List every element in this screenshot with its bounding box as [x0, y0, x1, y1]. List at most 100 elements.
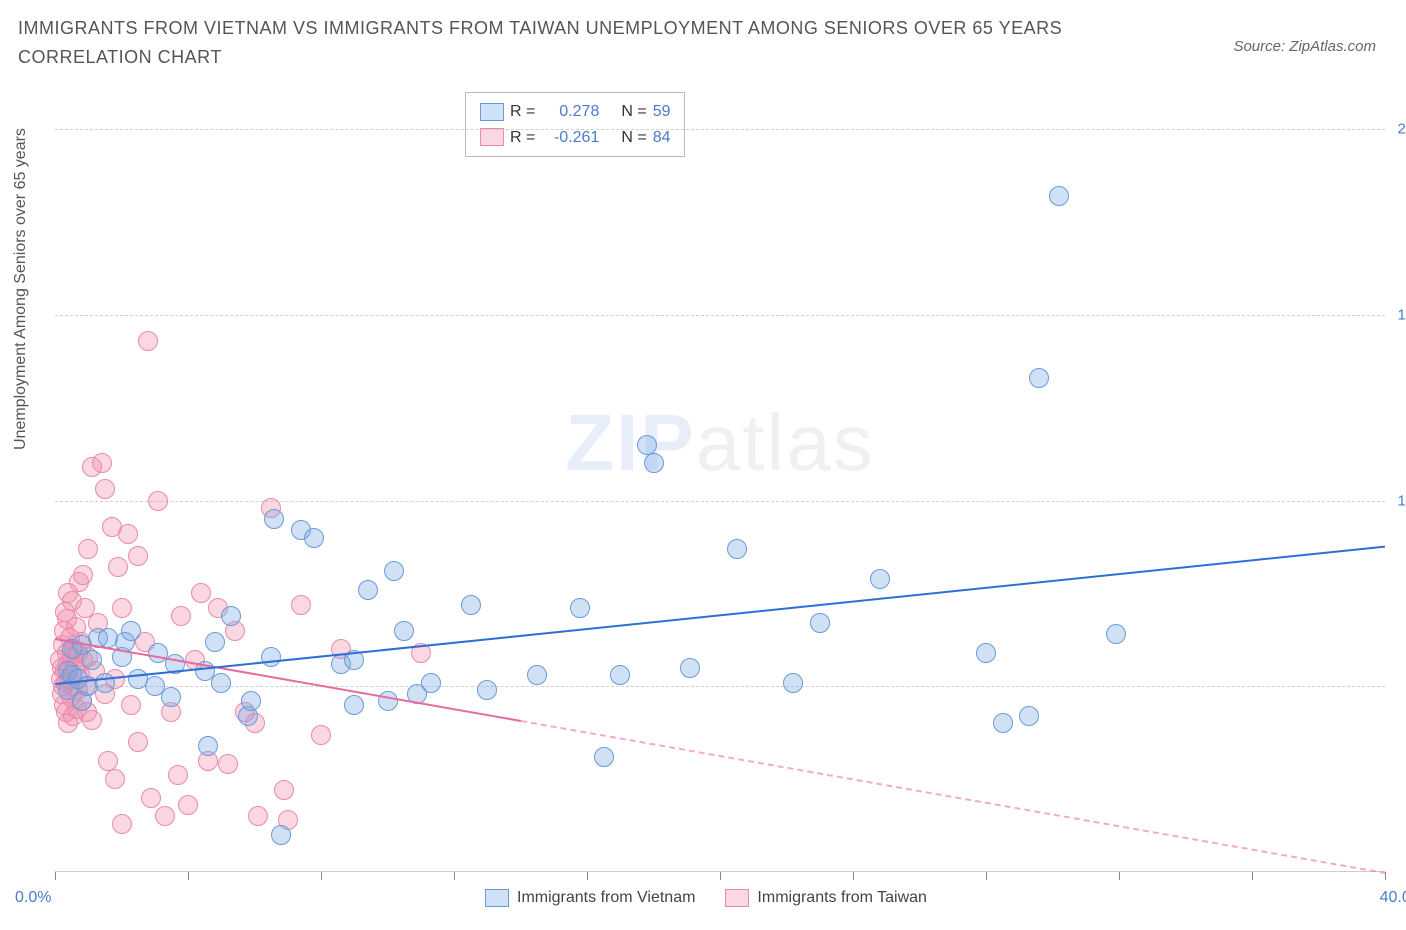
- swatch-vietnam: [485, 889, 509, 907]
- grid-line: [55, 686, 1385, 687]
- data-point-vietnam: [221, 606, 241, 626]
- data-point-taiwan: [118, 524, 138, 544]
- x-tick: [853, 872, 854, 880]
- r-label: R =: [510, 99, 535, 125]
- data-point-vietnam: [161, 687, 181, 707]
- data-point-vietnam: [727, 539, 747, 559]
- data-point-vietnam: [1019, 706, 1039, 726]
- x-tick: [454, 872, 455, 880]
- data-point-vietnam: [1029, 368, 1049, 388]
- data-point-vietnam: [264, 509, 284, 529]
- data-point-taiwan: [128, 546, 148, 566]
- data-point-taiwan: [105, 769, 125, 789]
- data-point-vietnam: [870, 569, 890, 589]
- grid-line: [55, 315, 1385, 316]
- data-point-vietnam: [1049, 186, 1069, 206]
- swatch-vietnam: [480, 103, 504, 121]
- data-point-taiwan: [248, 806, 268, 826]
- data-point-vietnam: [271, 825, 291, 845]
- data-point-vietnam: [394, 621, 414, 641]
- data-point-vietnam: [810, 613, 830, 633]
- data-point-vietnam: [211, 673, 231, 693]
- data-point-taiwan: [95, 479, 115, 499]
- data-point-taiwan: [98, 751, 118, 771]
- legend-item-vietnam: Immigrants from Vietnam: [485, 889, 695, 907]
- data-point-taiwan: [112, 598, 132, 618]
- grid-line: [55, 501, 1385, 502]
- y-tick-label: 15.0%: [1380, 306, 1406, 323]
- data-point-taiwan: [274, 780, 294, 800]
- data-point-taiwan: [178, 795, 198, 815]
- data-point-taiwan: [168, 765, 188, 785]
- x-tick: [188, 872, 189, 880]
- chart-title: IMMIGRANTS FROM VIETNAM VS IMMIGRANTS FR…: [18, 14, 1168, 72]
- data-point-taiwan: [171, 606, 191, 626]
- x-axis-max-label: 40.0%: [1380, 889, 1406, 907]
- n-value-vietnam: 59: [653, 99, 671, 125]
- data-point-vietnam: [783, 673, 803, 693]
- data-point-vietnam: [594, 747, 614, 767]
- r-value-vietnam: 0.278: [541, 99, 599, 125]
- watermark: ZIPatlas: [565, 397, 874, 489]
- legend-item-taiwan: Immigrants from Taiwan: [725, 889, 927, 907]
- x-tick: [1252, 872, 1253, 880]
- data-point-vietnam: [477, 680, 497, 700]
- data-point-vietnam: [304, 528, 324, 548]
- series-legend: Immigrants from Vietnam Immigrants from …: [485, 889, 927, 907]
- data-point-vietnam: [993, 713, 1013, 733]
- y-axis-title: Unemployment Among Seniors over 65 years: [12, 128, 30, 450]
- data-point-taiwan: [112, 814, 132, 834]
- stats-row-vietnam: R = 0.278 N = 59: [480, 99, 670, 125]
- data-point-vietnam: [205, 632, 225, 652]
- data-point-vietnam: [976, 643, 996, 663]
- data-point-vietnam: [570, 598, 590, 618]
- data-point-vietnam: [610, 665, 630, 685]
- data-point-vietnam: [358, 580, 378, 600]
- data-point-vietnam: [344, 695, 364, 715]
- data-point-taiwan: [155, 806, 175, 826]
- trend-line-taiwan: [520, 720, 1385, 874]
- data-point-taiwan: [82, 710, 102, 730]
- data-point-taiwan: [141, 788, 161, 808]
- plot-area: ZIPatlas 0.0% 40.0% R = 0.278 N = 59 R =…: [55, 92, 1385, 872]
- data-point-vietnam: [261, 647, 281, 667]
- x-tick: [986, 872, 987, 880]
- data-point-taiwan: [311, 725, 331, 745]
- data-point-vietnam: [527, 665, 547, 685]
- data-point-vietnam: [198, 736, 218, 756]
- legend-label-vietnam: Immigrants from Vietnam: [517, 889, 695, 907]
- data-point-vietnam: [637, 435, 657, 455]
- data-point-taiwan: [138, 331, 158, 351]
- data-point-vietnam: [121, 621, 141, 641]
- trend-line-vietnam: [55, 545, 1385, 684]
- data-point-taiwan: [128, 732, 148, 752]
- swatch-taiwan: [480, 128, 504, 146]
- x-tick: [720, 872, 721, 880]
- grid-line: [55, 129, 1385, 130]
- data-point-vietnam: [680, 658, 700, 678]
- data-point-taiwan: [191, 583, 211, 603]
- data-point-vietnam: [378, 691, 398, 711]
- y-tick-label: 20.0%: [1380, 121, 1406, 138]
- legend-label-taiwan: Immigrants from Taiwan: [757, 889, 927, 907]
- data-point-vietnam: [241, 691, 261, 711]
- data-point-taiwan: [148, 491, 168, 511]
- n-label: N =: [621, 99, 646, 125]
- data-point-taiwan: [108, 557, 128, 577]
- data-point-vietnam: [82, 650, 102, 670]
- data-point-taiwan: [78, 539, 98, 559]
- y-tick-label: 10.0%: [1380, 492, 1406, 509]
- swatch-taiwan: [725, 889, 749, 907]
- data-point-vietnam: [421, 673, 441, 693]
- data-point-vietnam: [95, 673, 115, 693]
- data-point-vietnam: [384, 561, 404, 581]
- data-point-taiwan: [73, 565, 93, 585]
- stats-legend: R = 0.278 N = 59 R = -0.261 N = 84: [465, 92, 685, 157]
- data-point-vietnam: [644, 453, 664, 473]
- data-point-taiwan: [121, 695, 141, 715]
- data-point-vietnam: [461, 595, 481, 615]
- x-tick: [587, 872, 588, 880]
- data-point-vietnam: [1106, 624, 1126, 644]
- data-point-taiwan: [92, 453, 112, 473]
- x-tick: [55, 872, 56, 880]
